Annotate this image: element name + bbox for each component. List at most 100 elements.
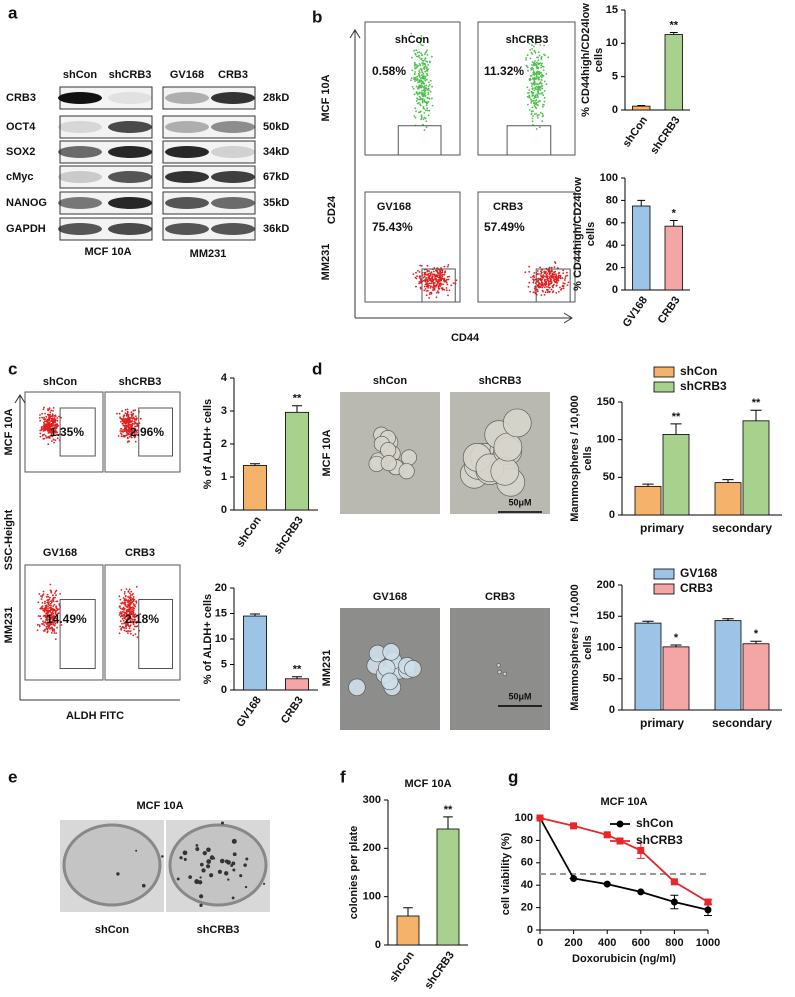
flow-event	[56, 607, 58, 610]
flow-event	[43, 418, 45, 420]
flow-event	[41, 594, 44, 597]
flow-event	[126, 429, 128, 432]
flow-event	[564, 277, 567, 279]
legend-label: shCon	[636, 816, 673, 830]
flow-event	[56, 621, 59, 624]
flow-event	[120, 612, 122, 615]
panel-letter: a	[8, 3, 18, 22]
flow-event	[122, 419, 125, 422]
flow-event	[51, 621, 54, 623]
flow-event	[562, 287, 565, 290]
flow-event	[425, 285, 428, 288]
flow-event	[537, 290, 539, 293]
flow-event	[426, 88, 429, 91]
flow-event	[123, 591, 126, 593]
flow-event	[557, 274, 560, 277]
flow-event	[50, 591, 53, 594]
flow-event	[56, 437, 59, 440]
flow-event	[38, 625, 41, 628]
flow-event	[567, 281, 570, 284]
flow-event	[134, 615, 137, 618]
flow-event	[545, 276, 548, 278]
flow-event	[127, 430, 130, 433]
flow-event	[427, 114, 430, 117]
flow-event	[52, 407, 55, 409]
flow-event	[418, 281, 421, 283]
flow-event	[124, 604, 127, 607]
flow-event	[49, 628, 51, 630]
flow-event	[423, 271, 426, 274]
flow-event	[536, 56, 538, 59]
flow-event	[559, 286, 561, 289]
flow-event	[424, 288, 427, 290]
flow-event	[530, 276, 532, 279]
flow-event	[414, 107, 417, 110]
size-label: 36kD	[263, 223, 289, 235]
blot-band	[58, 197, 102, 209]
flow-event	[542, 276, 545, 279]
colony	[176, 877, 180, 881]
flow-event	[545, 271, 547, 273]
flow-event	[56, 431, 59, 434]
x-tick-label: shCRB3	[648, 115, 682, 157]
flow-event	[127, 613, 130, 616]
colony	[224, 871, 229, 876]
flow-event	[425, 290, 428, 292]
flow-event	[532, 115, 534, 117]
x-tick-label: GV168	[234, 695, 263, 730]
size-label: 50kD	[263, 121, 289, 133]
flow-event	[547, 270, 550, 273]
error-bar	[291, 405, 303, 413]
blot-band	[211, 92, 255, 104]
flow-event	[130, 621, 132, 623]
flow-event	[534, 291, 536, 293]
flow-event	[426, 74, 429, 77]
flow-event	[124, 625, 127, 628]
sample-label: shCRB3	[506, 34, 549, 46]
flow-event	[54, 609, 57, 612]
error-bar	[403, 907, 413, 916]
sphere-cell	[398, 463, 415, 480]
flow-event	[436, 291, 438, 294]
flow-event	[54, 415, 57, 418]
flow-event	[539, 62, 541, 65]
blot-band	[211, 197, 255, 209]
flow-event	[423, 289, 426, 292]
flow-event	[553, 266, 556, 268]
flow-event	[446, 278, 448, 281]
flow-event	[534, 82, 536, 84]
flow-event	[416, 93, 419, 96]
colony	[199, 862, 204, 867]
bar	[436, 828, 460, 946]
flow-event	[536, 270, 539, 272]
lane-label: shCon	[63, 69, 98, 81]
flow-event	[541, 120, 543, 122]
flow-event	[539, 82, 542, 84]
flow-event	[39, 615, 42, 618]
sphere-cell	[348, 678, 366, 697]
x-tick-label: CRB3	[656, 295, 683, 326]
flow-event	[533, 102, 535, 105]
flow-event	[122, 417, 125, 420]
flow-event	[555, 292, 558, 294]
flow-event	[530, 110, 533, 113]
flow-event	[539, 278, 542, 281]
flow-event	[538, 71, 541, 73]
colony	[206, 847, 211, 853]
blot-band	[108, 121, 152, 133]
lane-label: shCRB3	[109, 69, 152, 81]
flow-event	[411, 69, 414, 72]
flow-event	[126, 424, 128, 427]
flow-event	[120, 432, 122, 435]
image-label: shCRB3	[479, 375, 522, 387]
x-axis-label: Doxorubicin (ng/ml)	[572, 953, 676, 965]
y-tick-label: 5	[612, 71, 618, 83]
bar	[714, 482, 742, 516]
flow-event	[542, 103, 544, 106]
flow-event	[544, 284, 547, 287]
flow-event	[58, 415, 60, 418]
colony	[209, 873, 214, 878]
flow-event	[48, 598, 51, 601]
flow-event	[49, 425, 51, 428]
bar	[742, 420, 770, 516]
